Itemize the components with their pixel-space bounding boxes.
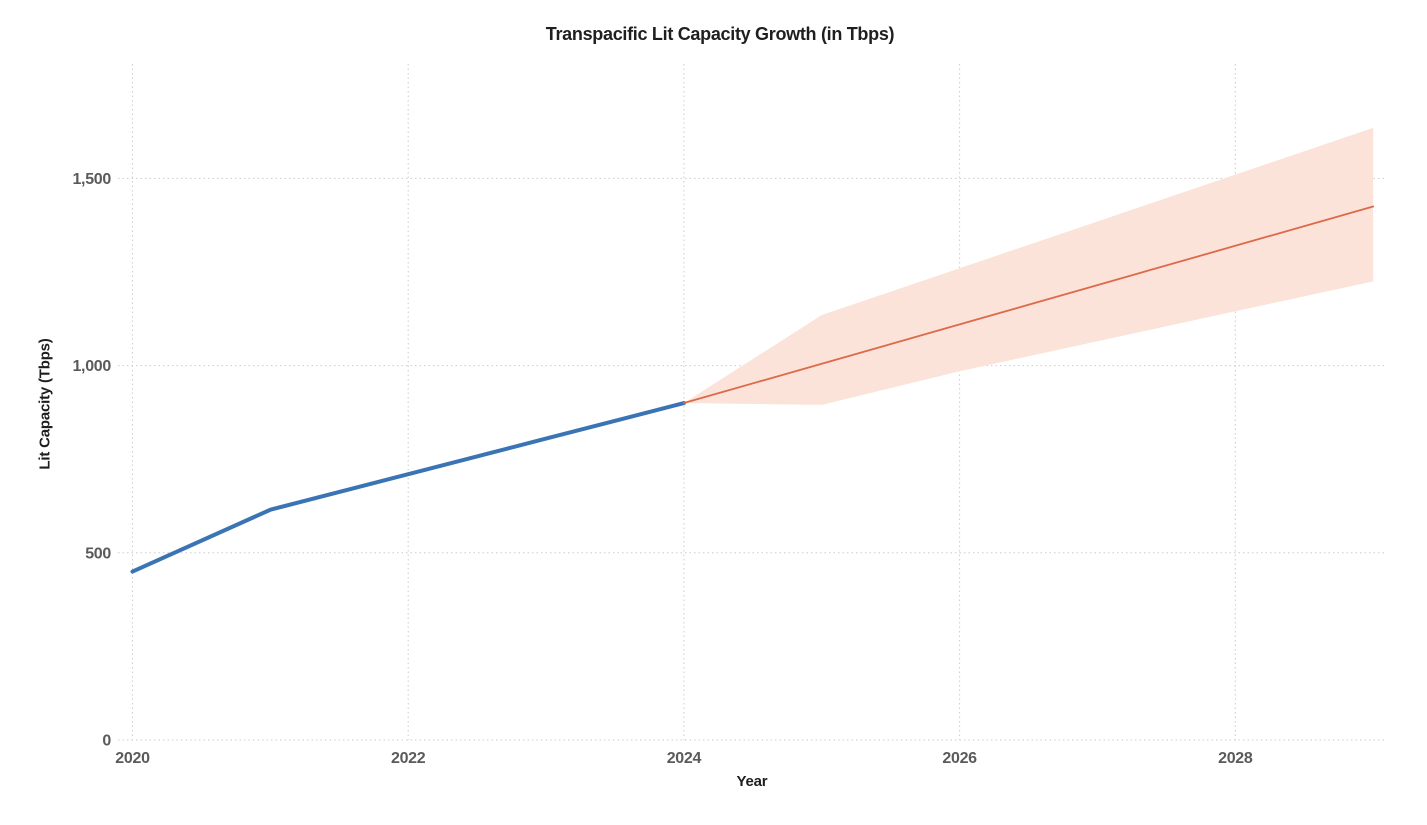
x-tick-label: 2020: [115, 750, 150, 767]
y-tick-label: 1,000: [72, 358, 111, 375]
y-tick-label: 500: [85, 545, 111, 562]
forecast-confidence-band: [683, 127, 1374, 405]
forecast-line: [683, 205, 1375, 404]
x-tick-label: 2028: [1218, 750, 1253, 767]
x-tick-label: 2024: [667, 750, 702, 767]
x-tick-label: 2026: [942, 750, 977, 767]
x-axis-title: Year: [736, 773, 768, 790]
chart-title: Transpacific Lit Capacity Growth (in Tbp…: [545, 24, 895, 44]
y-tick-label: 1,500: [72, 171, 111, 188]
x-tick-label: 2022: [391, 750, 426, 767]
historical-line: [130, 401, 686, 574]
y-tick-label: 0: [102, 733, 111, 750]
